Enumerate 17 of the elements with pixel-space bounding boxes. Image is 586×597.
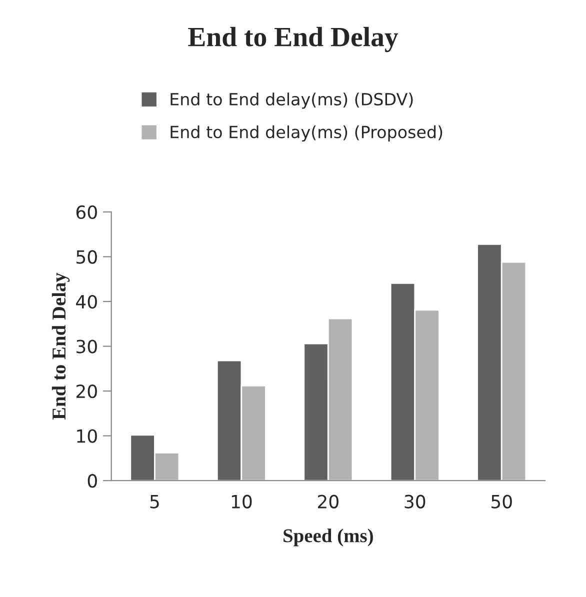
x-axis-title: Speed (ms): [284, 528, 373, 546]
y-tick-label: 0: [88, 474, 97, 488]
x-tick-label: 30: [404, 494, 426, 508]
y-tick-label: 10: [77, 429, 97, 443]
x-tick-label: 10: [232, 494, 252, 508]
x-tick-label: 5: [150, 495, 159, 508]
y-tick-label: 60: [76, 205, 97, 220]
chart-title: End to End Delay: [188, 26, 398, 52]
legend-label: End to End delay(ms) (DSDV): [170, 92, 413, 109]
x-tick-label: 20: [318, 494, 338, 508]
y-tick-label: 40: [76, 294, 97, 309]
x-tick-label: 50: [492, 494, 512, 508]
y-tick-label: 30: [76, 340, 97, 354]
y-tick-label: 20: [76, 384, 97, 398]
y-axis-title: End to End Delay: [52, 272, 70, 420]
legend-label: End to End delay(ms) (Proposed): [170, 125, 442, 142]
y-tick-label: 50: [76, 250, 97, 264]
